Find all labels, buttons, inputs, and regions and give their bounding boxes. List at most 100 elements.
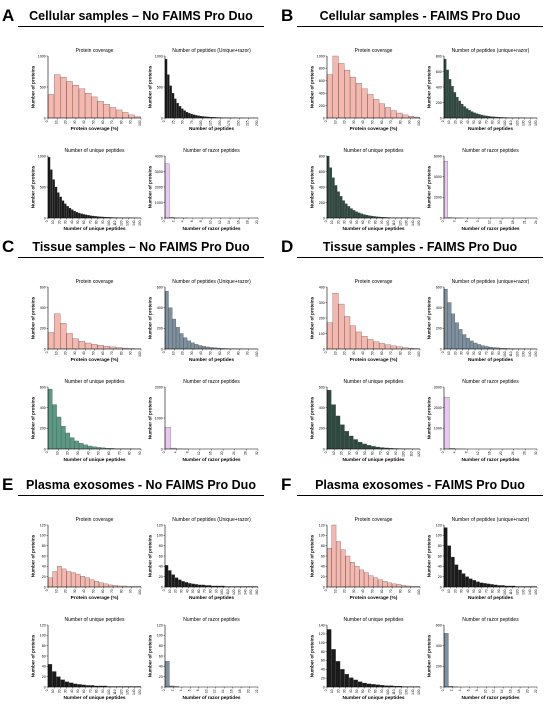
x-tick-label: 60 (478, 351, 482, 355)
histogram-bar (78, 443, 84, 450)
y-tick-label: 1000 (155, 54, 163, 58)
x-tick-label: 70 (378, 451, 382, 455)
x-tick-label: 150 (249, 589, 253, 595)
x-tick-label: 40 (361, 351, 365, 355)
x-tick-label: 70 (367, 689, 371, 693)
histogram-bar (195, 115, 198, 119)
x-tick-label: 0 (45, 351, 49, 353)
y-tick-label: 600 (40, 285, 46, 289)
histogram-bar (349, 677, 354, 688)
x-tick-label: 40 (82, 589, 86, 593)
x-tick-label: 70 (484, 589, 488, 593)
x-tick-label: 20 (343, 589, 347, 593)
y-tick-label: 1000 (38, 154, 46, 158)
histogram-bar (72, 338, 79, 350)
y-tick-label: 800 (319, 154, 325, 158)
histogram-bar (344, 203, 348, 219)
x-tick-label: 80 (119, 120, 123, 124)
x-tick-label: 12 (218, 220, 222, 224)
x-tick-label: 21 (522, 220, 526, 224)
histogram-bar (109, 107, 117, 119)
x-tick-label: 10 (55, 451, 59, 455)
x-tick-label: 110 (392, 689, 396, 694)
x-axis-label: Number of razor peptides (182, 457, 240, 463)
y-axis-label: Number of proteins (427, 65, 432, 108)
x-tick-label: 90 (129, 120, 133, 124)
x-tick-label: 0 (162, 689, 166, 691)
histogram-bar (60, 323, 67, 350)
histogram-bar (188, 583, 192, 588)
histogram-bar (396, 584, 402, 588)
y-tick-label: 100 (40, 534, 46, 538)
histogram-bar (466, 338, 470, 350)
chart-title: Number of unique peptides (64, 148, 125, 154)
x-tick-label: 10 (51, 220, 55, 224)
x-tick-label: 0 (162, 120, 166, 122)
x-tick-label: 60 (82, 689, 86, 693)
histogram-bar (122, 112, 129, 119)
x-tick-label: 10 (330, 220, 334, 224)
y-tick-label: 200 (436, 327, 442, 331)
x-tick-label: 32 (255, 451, 259, 455)
x-tick-label: 100 (417, 589, 421, 595)
x-tick-label: 60 (478, 589, 482, 593)
histogram-bar (176, 327, 180, 350)
x-tick-label: 70 (227, 351, 231, 355)
histogram-bar (85, 214, 88, 219)
y-tick-label: 0 (161, 685, 163, 689)
histogram-bar (382, 581, 388, 588)
x-tick-label: 60 (82, 220, 86, 224)
x-tick-label: 10 (171, 351, 175, 355)
y-tick-label: 400 (436, 644, 442, 648)
x-tick-label: 24 (511, 451, 515, 455)
histogram-bar (463, 106, 466, 119)
x-tick-label: 70 (389, 589, 393, 593)
x-tick-label: 120 (398, 220, 402, 226)
x-tick-label: 30 (64, 220, 68, 224)
histogram-bar (57, 192, 60, 219)
y-axis-label: Number of proteins (310, 165, 315, 208)
y-tick-label: 1000 (155, 201, 163, 205)
x-tick-label: 0 (324, 120, 328, 122)
x-tick-label: 70 (110, 120, 114, 124)
histogram-bar (336, 541, 341, 588)
histogram-bar (469, 340, 474, 350)
x-tick-label: 60 (380, 351, 384, 355)
histogram-bar (191, 583, 195, 588)
histogram-bar (183, 337, 188, 350)
histogram-bar (357, 212, 361, 219)
y-tick-label: 20 (438, 575, 442, 579)
histogram-bar (75, 573, 81, 588)
y-tick-label: 200 (319, 201, 325, 205)
histogram-bar (357, 681, 363, 688)
x-tick-label: 100 (402, 451, 406, 457)
y-tick-label: 1000 (317, 54, 325, 58)
y-tick-label: 100 (157, 634, 163, 638)
histogram-bar (472, 580, 477, 588)
histogram-bar (345, 555, 351, 588)
histogram-bar (468, 110, 471, 119)
y-tick-label: 120 (319, 523, 325, 527)
x-tick-label: 10 (447, 589, 451, 593)
histogram-chart: Number of peptides (unique+razor) 0 20 40 60… (427, 517, 539, 601)
x-axis-label: Number of peptides (468, 357, 513, 363)
x-tick-label: 110 (113, 689, 117, 694)
panel-letter: E (2, 475, 14, 494)
x-tick-label: 130 (522, 120, 526, 126)
histogram-bar (396, 112, 403, 119)
x-tick-label: 80 (491, 589, 495, 593)
histogram-bar (342, 200, 345, 219)
x-tick-label: 40 (86, 451, 90, 455)
y-axis-label: Number of proteins (427, 165, 432, 208)
y-tick-label: 500 (40, 85, 46, 89)
chart-title: Number of razor peptides (183, 617, 240, 623)
histogram-bar (194, 584, 199, 588)
histogram-bar (353, 439, 358, 450)
histogram-bar (344, 316, 351, 350)
x-tick-label: 0 (45, 589, 49, 591)
x-tick-label: 110 (509, 120, 513, 125)
histogram-bar (81, 684, 86, 688)
